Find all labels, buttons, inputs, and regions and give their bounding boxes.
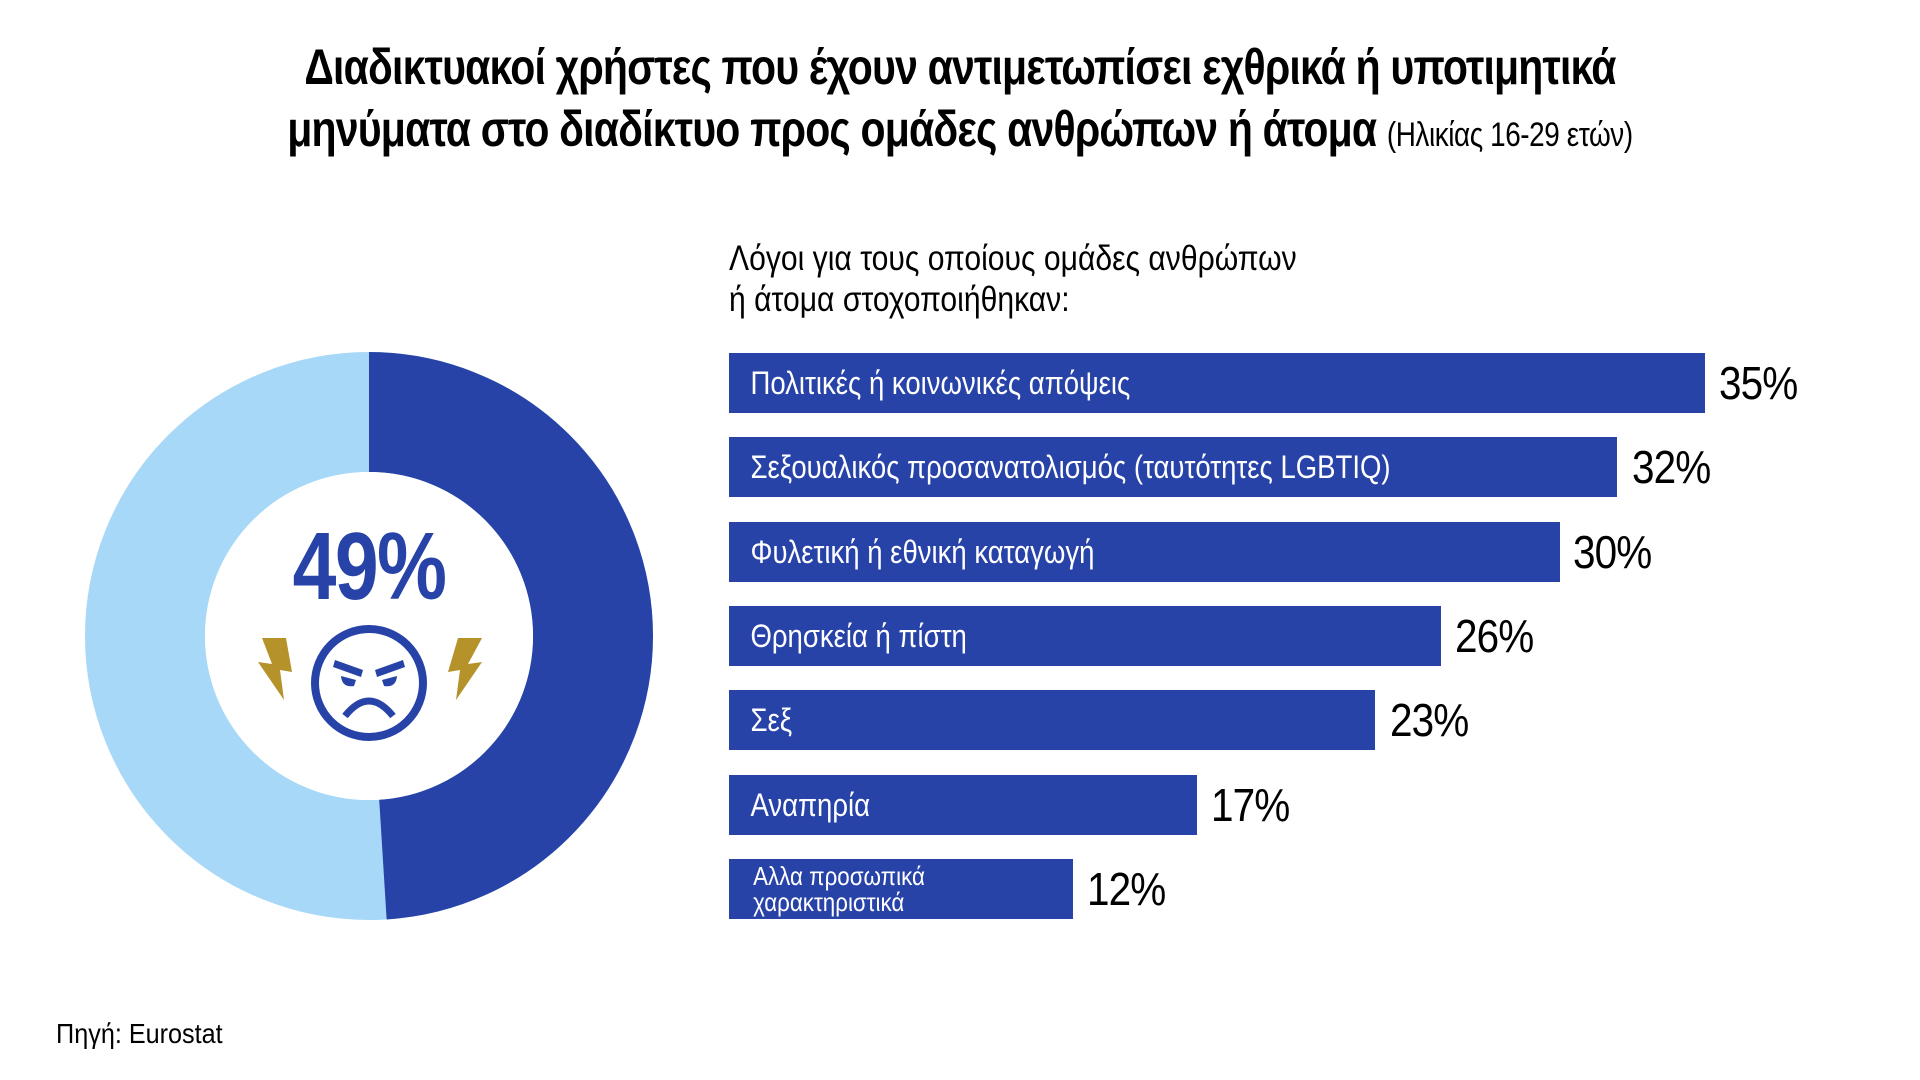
title-line-2-text: μηνύματα στο διαδίκτυο προς ομάδες ανθρώ… xyxy=(287,101,1377,157)
bar-label: Σεξουαλικός προσανατολισμός (ταυτότητες … xyxy=(750,448,1391,485)
angry-face-group xyxy=(258,625,482,741)
donut-value-segment xyxy=(85,352,653,920)
bar-value: 35% xyxy=(1719,357,1798,409)
bar-label: Θρησκεία ή πίστη xyxy=(750,617,967,654)
bar-sexual-orientation: Σεξουαλικός προσανατολισμός (ταυτότητες … xyxy=(729,437,1617,497)
donut-center-value: 49% xyxy=(292,513,447,620)
title-line-1: Διαδικτυακοί χρήστες που έχουν αντιμετωπ… xyxy=(304,39,1616,95)
bar-value: 32% xyxy=(1632,441,1711,493)
reasons-heading-line-1: Λόγοι για τους οποίους ομάδες ανθρώπων xyxy=(729,239,1297,278)
bar-label-line-1: Αλλα προσωπικά xyxy=(753,861,925,891)
reasons-heading: Λόγοι για τους οποίους ομάδες ανθρώπων ή… xyxy=(729,238,1297,320)
bar-racial-ethnic-origin: Φυλετική ή εθνική καταγωγή xyxy=(729,522,1560,582)
bar-other-personal-characteristics: Αλλα προσωπικά χαρακτηριστικά xyxy=(729,859,1073,919)
bar-political-social-views: Πολιτικές ή κοινωνικές απόψεις xyxy=(729,353,1705,413)
chart-title: Διαδικτυακοί χρήστες που έχουν αντιμετωπ… xyxy=(0,36,1920,166)
title-line-2: μηνύματα στο διαδίκτυο προς ομάδες ανθρώ… xyxy=(173,98,1747,166)
bar-label: Φυλετική ή εθνική καταγωγή xyxy=(750,533,1095,570)
bar-value: 12% xyxy=(1087,863,1166,915)
bar-value: 17% xyxy=(1211,779,1290,831)
bar-disability: Αναπηρία xyxy=(729,775,1197,835)
angry-face-icon xyxy=(311,625,427,741)
bar-label: Πολιτικές ή κοινωνικές απόψεις xyxy=(750,364,1131,401)
source-note: Πηγή: Eurostat xyxy=(56,1018,223,1049)
lightning-bolt-icon xyxy=(448,638,482,700)
bar-religion-belief: Θρησκεία ή πίστη xyxy=(729,606,1441,666)
bar-label: Αλλα προσωπικά χαρακτηριστικά xyxy=(729,863,925,915)
subtitle-age-range: (Ηλικίας 16-29 ετών) xyxy=(1386,116,1633,154)
bar-sex: Σεξ xyxy=(729,690,1375,750)
bar-label: Σεξ xyxy=(750,701,793,738)
bar-value: 26% xyxy=(1455,610,1534,662)
lightning-bolt-icon xyxy=(258,638,292,700)
bar-label-line-2: χαρακτηριστικά xyxy=(753,887,905,917)
bar-value: 23% xyxy=(1390,694,1469,746)
bar-label: Αναπηρία xyxy=(750,786,870,823)
bar-value: 30% xyxy=(1573,526,1652,578)
reasons-heading-line-2: ή άτομα στοχοποιήθηκαν: xyxy=(729,280,1070,319)
